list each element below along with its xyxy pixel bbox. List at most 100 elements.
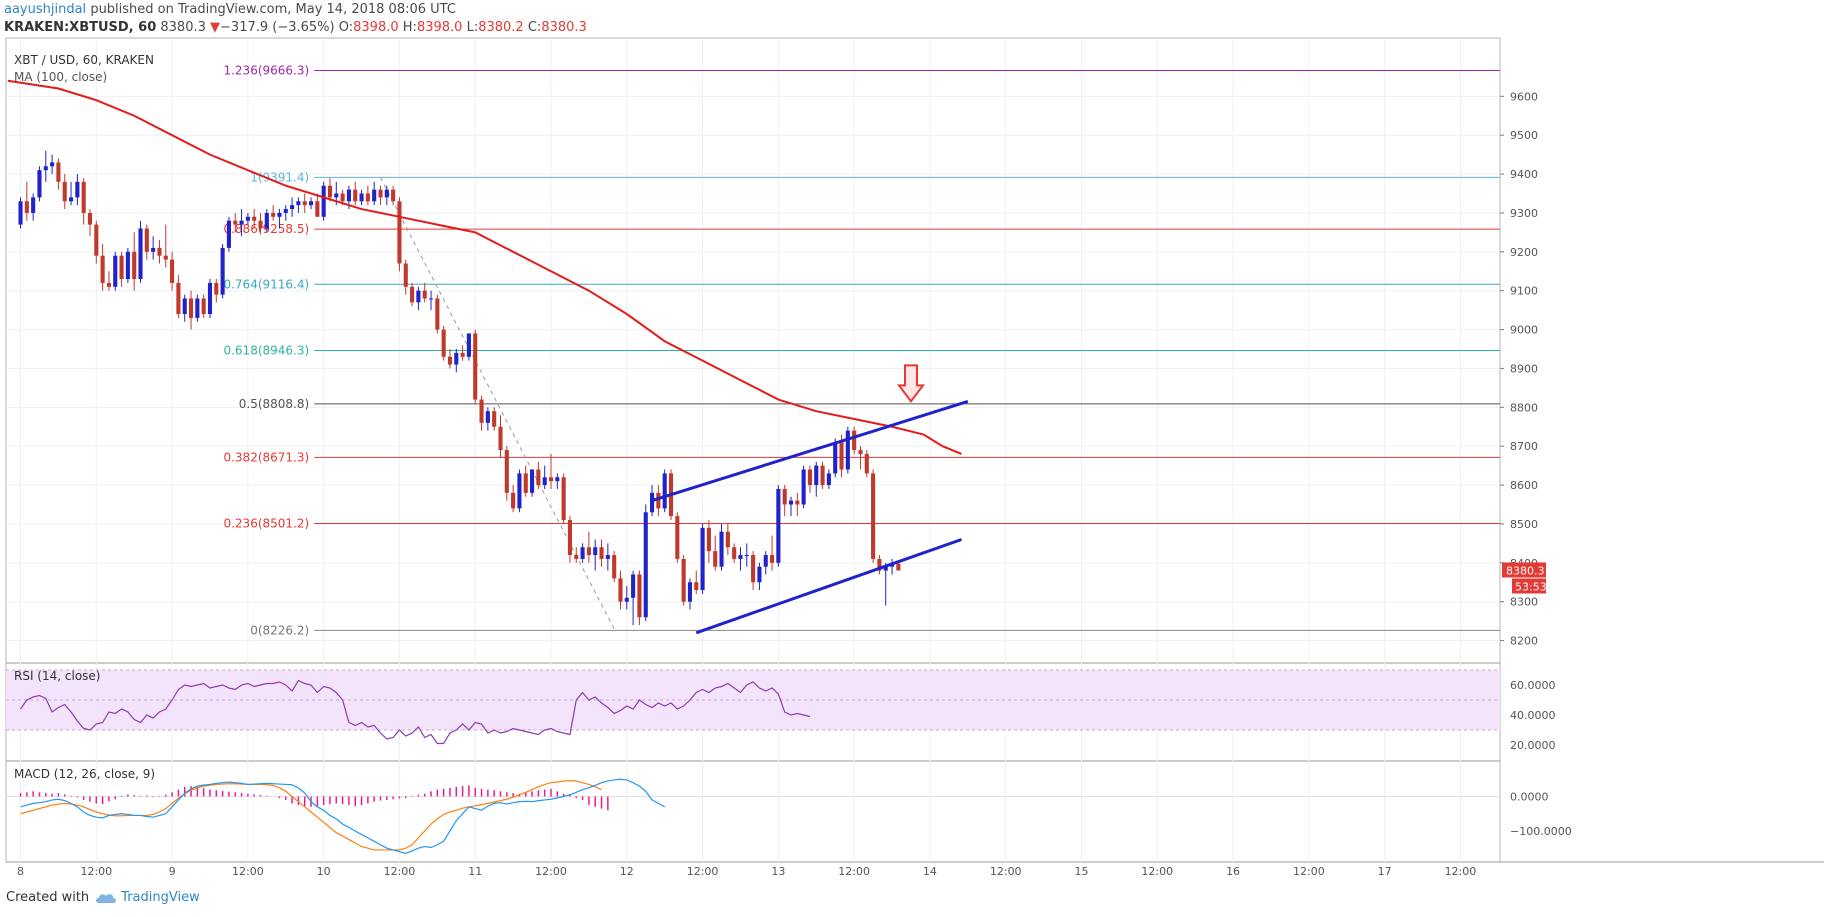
created-with: Created with [6,890,90,905]
candle-body [738,555,743,559]
candle-body [706,527,711,552]
last-price: 8380.3 [160,20,206,35]
candle-body [56,162,61,182]
low-value: 8380.2 [478,20,524,35]
candle-body [820,465,825,486]
candle-body [391,189,396,202]
candle-body [612,555,617,579]
candle-body [751,555,756,583]
candle-body [530,469,535,493]
candle-body [662,473,667,509]
price-tick-label: 9100 [1510,285,1538,298]
candle-body [650,492,655,513]
candle-body [233,220,238,225]
candle-body [226,220,231,248]
candle-body [561,477,566,521]
candle-body [296,201,301,206]
candle-body [511,492,516,509]
down-arrow-icon: ▼ [210,20,221,35]
chart-title: XBT / USD, 60, KRAKEN [14,53,154,67]
candle-body [353,189,358,202]
candle-body [113,255,118,287]
price-tick-label: 8800 [1510,401,1538,414]
candle-body [68,197,74,202]
time-tick-label: 12:00 [1445,865,1477,878]
candle-body [24,201,29,213]
candle-body [744,555,749,557]
candle-body [700,527,705,591]
candle-body [896,563,901,571]
candle-body [37,170,42,198]
candle-body [144,228,149,252]
candle-body [485,411,490,423]
high-label: H: [402,20,417,35]
candle-body [883,566,888,571]
tradingview-link[interactable]: TradingView [121,890,200,905]
candle-body [757,566,762,583]
candle-body [346,189,351,202]
candle-body [428,298,434,300]
candle-body [378,189,383,198]
candle-body [871,473,876,559]
candle-body [384,189,389,198]
candle-body [151,247,156,252]
fib-level-label: 1.236(9666.3) [223,64,309,78]
candle-body [258,220,263,229]
candle-body [182,298,187,315]
candle-body [62,181,67,202]
candle-body [643,512,648,618]
footer: Created with TradingView [6,890,200,905]
change-value: −317.9 (−3.65%) [220,20,335,35]
candle-body [586,547,591,556]
candle-body [372,189,377,202]
candle-body [574,555,579,559]
rsi-tick-label: 20.0000 [1510,739,1556,752]
price-tick-label: 9400 [1510,168,1538,181]
time-tick-label: 17 [1378,865,1392,878]
time-tick-label: 12:00 [1141,865,1173,878]
candle-body [403,263,408,287]
candle-body [580,547,585,559]
high-value: 8398.0 [416,20,463,35]
candle-body [833,442,838,474]
candle-body [176,282,181,315]
time-tick-label: 12:00 [232,865,264,878]
candle-body [675,516,680,559]
last-price-badge [1502,562,1546,578]
candle-body [18,201,23,225]
candle-body [321,185,326,217]
trend-channel-line [651,400,969,503]
last-price-label: 8380.3 [1506,564,1545,577]
macd-tick-label: −100.0000 [1510,825,1572,838]
candle-body [271,212,276,217]
time-tick-label: 11 [468,865,482,878]
candle-body [725,531,730,548]
time-tick-label: 12 [620,865,634,878]
macd-tick-label: 0.0000 [1510,790,1549,803]
candle-body [283,209,288,213]
price-tick-label: 8200 [1510,635,1538,648]
candle-body [845,430,850,470]
candle-body [170,259,175,283]
candle-body [656,492,661,509]
ma-legend: MA (100, close) [14,70,107,84]
candle-body [201,298,206,315]
candle-body [498,426,503,451]
time-tick-label: 10 [317,865,331,878]
author-link[interactable]: aayushjindal [4,2,87,17]
candle-body [106,282,111,287]
fib-level-label: 0.618(8946.3) [223,343,309,357]
candle-body [605,555,610,559]
chart-canvas[interactable]: 8 12:00 9 12:00 10 12:00 11 12:00 12 12:00 13 12:00… [0,0,1824,890]
candle-body [334,193,339,198]
candle-body [195,298,200,318]
price-tick-label: 9200 [1510,246,1538,259]
candle-body [681,558,686,602]
candle-body [492,411,497,427]
candle-body [517,473,522,509]
candle-body [87,212,93,225]
time-tick-label: 12:00 [687,865,719,878]
fib-level-label: 0(8226.2) [250,623,309,637]
ohlc-line: KRAKEN:XBTUSD, 60 8380.3 ▼−317.9 (−3.65%… [4,20,587,35]
rsi-title: RSI (14, close) [14,669,100,683]
